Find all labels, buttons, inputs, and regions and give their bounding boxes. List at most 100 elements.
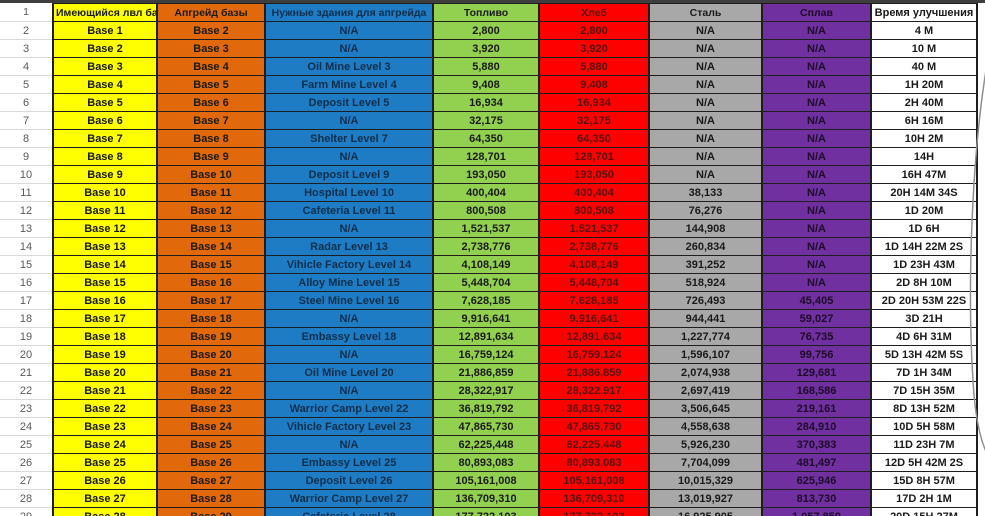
cell-current-base[interactable]: Base 16 [52, 291, 158, 310]
cell-current-base[interactable]: Base 19 [52, 345, 158, 364]
cell-current-base[interactable]: Base 13 [52, 237, 158, 256]
cell-building[interactable]: Warrior Camp Level 27 [264, 489, 434, 508]
cell-steel[interactable]: N/A [648, 75, 763, 94]
cell-steel[interactable]: 944,441 [648, 309, 763, 328]
cell-time[interactable]: 1D 6H [870, 219, 978, 238]
cell-steel[interactable]: 4,558,638 [648, 417, 763, 436]
cell-upgrade-base[interactable]: Base 26 [156, 453, 266, 472]
cell-alloy[interactable]: 45,405 [761, 291, 872, 310]
cell-bread[interactable]: 3,920 [538, 39, 650, 58]
row-number[interactable]: 27 [0, 471, 54, 490]
row-number[interactable]: 15 [0, 255, 54, 274]
cell-current-base[interactable]: Base 23 [52, 417, 158, 436]
cell-bread[interactable]: 7,628,185 [538, 291, 650, 310]
cell-fuel[interactable]: 62,225,448 [432, 435, 540, 454]
cell-fuel[interactable]: 9,916,641 [432, 309, 540, 328]
row-number[interactable]: 1 [0, 3, 54, 22]
cell-alloy[interactable]: 76,735 [761, 327, 872, 346]
cell-fuel[interactable]: 28,322,917 [432, 381, 540, 400]
cell-current-base[interactable]: Base 17 [52, 309, 158, 328]
cell-building[interactable]: Deposit Level 9 [264, 165, 434, 184]
cell-building[interactable]: Shelter Level 7 [264, 129, 434, 148]
cell-upgrade-base[interactable]: Base 5 [156, 75, 266, 94]
cell-bread[interactable]: 36,819,792 [538, 399, 650, 418]
cell-alloy[interactable]: 481,497 [761, 453, 872, 472]
row-number[interactable]: 19 [0, 327, 54, 346]
row-number[interactable]: 9 [0, 147, 54, 166]
cell-fuel[interactable]: 400,404 [432, 183, 540, 202]
cell-current-base[interactable]: Base 5 [52, 93, 158, 112]
cell-fuel[interactable]: 800,508 [432, 201, 540, 220]
cell-bread[interactable]: 128,701 [538, 147, 650, 166]
cell-building[interactable]: Radar Level 13 [264, 237, 434, 256]
cell-building[interactable]: Steel Mine Level 16 [264, 291, 434, 310]
cell-steel[interactable]: 260,834 [648, 237, 763, 256]
row-number[interactable]: 24 [0, 417, 54, 436]
row-number[interactable]: 14 [0, 237, 54, 256]
cell-building[interactable]: Oil Mine Level 20 [264, 363, 434, 382]
cell-bread[interactable]: 4,108,149 [538, 255, 650, 274]
row-number[interactable]: 4 [0, 57, 54, 76]
cell-building[interactable]: Embassy Level 18 [264, 327, 434, 346]
cell-bread[interactable]: 12,891,634 [538, 327, 650, 346]
cell-bread[interactable]: 105,161,008 [538, 471, 650, 490]
cell-current-base[interactable]: Base 8 [52, 147, 158, 166]
cell-alloy[interactable]: N/A [761, 57, 872, 76]
cell-upgrade-base[interactable]: Base 12 [156, 201, 266, 220]
cell-steel[interactable]: 2,697,419 [648, 381, 763, 400]
row-number[interactable]: 6 [0, 93, 54, 112]
cell-steel[interactable]: 13,019,927 [648, 489, 763, 508]
cell-current-base[interactable]: Base 9 [52, 165, 158, 184]
cell-upgrade-base[interactable]: Base 28 [156, 489, 266, 508]
row-number[interactable]: 7 [0, 111, 54, 130]
cell-building[interactable]: N/A [264, 39, 434, 58]
cell-upgrade-base[interactable]: Base 18 [156, 309, 266, 328]
row-number[interactable]: 16 [0, 273, 54, 292]
cell-building[interactable]: Oil Mine Level 3 [264, 57, 434, 76]
cell-current-base[interactable]: Base 14 [52, 255, 158, 274]
cell-building[interactable]: Vihicle Factory Level 14 [264, 255, 434, 274]
column-header-time[interactable]: Время улучшения [870, 3, 978, 22]
cell-bread[interactable]: 32,175 [538, 111, 650, 130]
cell-building[interactable]: N/A [264, 435, 434, 454]
cell-building[interactable]: Deposit Level 26 [264, 471, 434, 490]
cell-time[interactable]: 2H 40M [870, 93, 978, 112]
cell-bread[interactable]: 21,886,859 [538, 363, 650, 382]
cell-current-base[interactable]: Base 1 [52, 21, 158, 40]
cell-current-base[interactable]: Base 25 [52, 453, 158, 472]
cell-current-base[interactable]: Base 22 [52, 399, 158, 418]
cell-steel[interactable]: N/A [648, 39, 763, 58]
cell-bread[interactable]: 28,322,917 [538, 381, 650, 400]
cell-bread[interactable]: 1,521,537 [538, 219, 650, 238]
cell-alloy[interactable]: N/A [761, 129, 872, 148]
cell-fuel[interactable]: 7,628,185 [432, 291, 540, 310]
cell-upgrade-base[interactable]: Base 7 [156, 111, 266, 130]
cell-alloy[interactable]: N/A [761, 21, 872, 40]
cell-upgrade-base[interactable]: Base 13 [156, 219, 266, 238]
cell-alloy[interactable]: 99,756 [761, 345, 872, 364]
cell-upgrade-base[interactable]: Base 14 [156, 237, 266, 256]
cell-time[interactable]: 3D 21H [870, 309, 978, 328]
cell-time[interactable]: 1D 14H 22M 2S [870, 237, 978, 256]
cell-steel[interactable]: 1,596,107 [648, 345, 763, 364]
cell-time[interactable]: 16H 47M [870, 165, 978, 184]
cell-time[interactable]: 4D 6H 31M [870, 327, 978, 346]
cell-building[interactable]: N/A [264, 147, 434, 166]
column-header-buildings[interactable]: Нужные здания для апгрейда [264, 3, 434, 22]
row-number[interactable]: 18 [0, 309, 54, 328]
cell-building[interactable]: Warrior Camp Level 22 [264, 399, 434, 418]
cell-fuel[interactable]: 2,738,776 [432, 237, 540, 256]
cell-current-base[interactable]: Base 12 [52, 219, 158, 238]
cell-building[interactable]: Embassy Level 25 [264, 453, 434, 472]
cell-steel[interactable]: N/A [648, 111, 763, 130]
cell-alloy[interactable]: 625,946 [761, 471, 872, 490]
cell-time[interactable]: 14H [870, 147, 978, 166]
cell-upgrade-base[interactable]: Base 4 [156, 57, 266, 76]
cell-steel[interactable]: 16,925,905 [648, 507, 763, 516]
row-number[interactable]: 23 [0, 399, 54, 418]
cell-current-base[interactable]: Base 3 [52, 57, 158, 76]
cell-fuel[interactable]: 16,759,124 [432, 345, 540, 364]
row-number[interactable]: 10 [0, 165, 54, 184]
row-number[interactable]: 11 [0, 183, 54, 202]
column-header-bread[interactable]: Хлеб [538, 3, 650, 22]
